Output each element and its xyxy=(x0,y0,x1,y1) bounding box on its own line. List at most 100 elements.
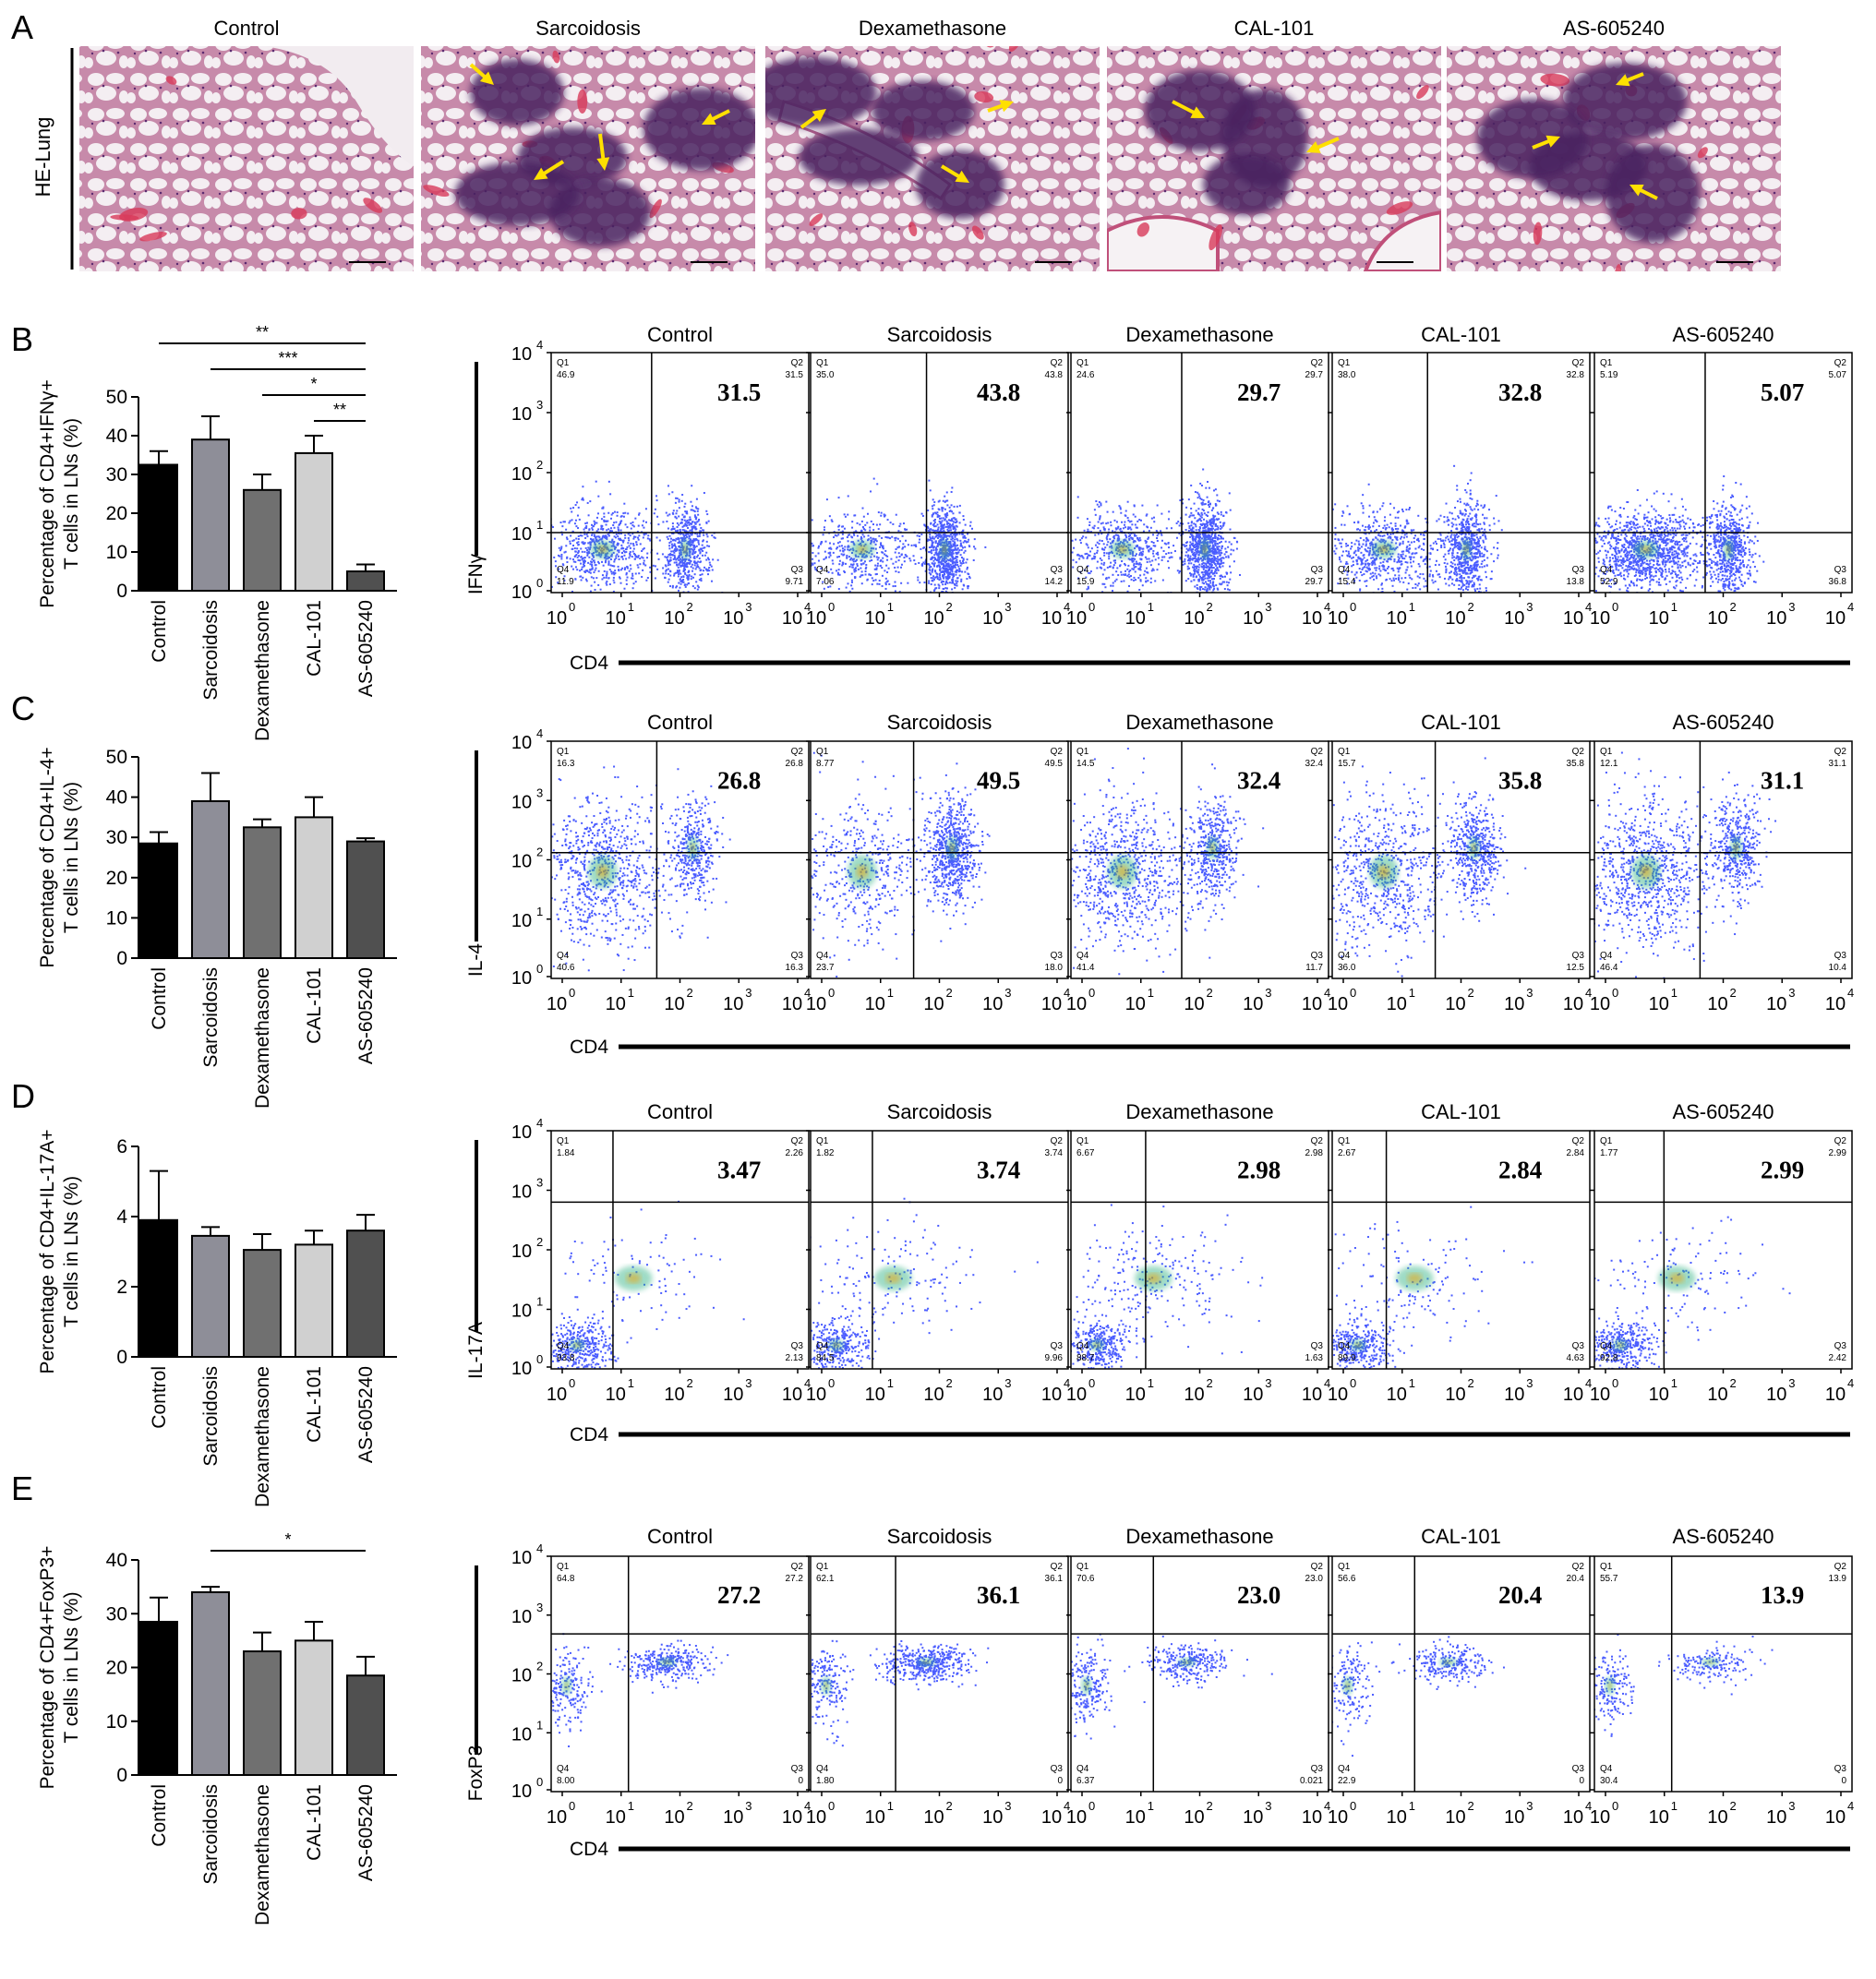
flow-event xyxy=(610,541,613,544)
flow-event xyxy=(1189,541,1192,544)
flow-event xyxy=(1150,517,1153,520)
flow-event xyxy=(630,527,632,530)
flow-event xyxy=(950,546,953,548)
flow-event xyxy=(1210,540,1213,543)
flow-event xyxy=(694,550,697,553)
flow-event xyxy=(813,562,816,565)
flow-event xyxy=(933,554,936,557)
flow-event xyxy=(1185,580,1187,582)
flow-event xyxy=(1197,546,1199,548)
flow-event xyxy=(1122,527,1124,530)
flow-event xyxy=(1213,574,1216,577)
flow-event xyxy=(655,499,658,502)
flow-event xyxy=(1187,562,1190,565)
flow-event xyxy=(679,552,681,555)
flow-event xyxy=(614,570,617,572)
flow-event xyxy=(1316,545,1317,546)
flow-event xyxy=(683,535,686,538)
flow-event xyxy=(680,499,683,502)
flow-event xyxy=(943,527,945,530)
flow-event xyxy=(1093,558,1096,560)
flow-event xyxy=(1389,533,1392,535)
flow-event xyxy=(1490,570,1493,573)
flow-event xyxy=(679,553,681,556)
flow-event xyxy=(950,554,953,557)
flow-event xyxy=(1198,513,1201,516)
flow-event xyxy=(926,525,929,528)
flow-event xyxy=(1213,571,1216,574)
flow-event xyxy=(1200,585,1203,588)
flow-event xyxy=(581,534,583,537)
flow-event xyxy=(700,547,703,550)
flow-event xyxy=(701,573,704,576)
flow-event xyxy=(708,567,711,570)
flow-event xyxy=(1127,527,1130,530)
flow-event xyxy=(961,588,964,591)
flow-event xyxy=(1212,507,1215,510)
flow-event xyxy=(1192,538,1195,541)
flow-event xyxy=(952,581,955,583)
flow-event xyxy=(1098,505,1100,508)
flow-event xyxy=(941,563,944,566)
q2-percentage: 29.7 xyxy=(1237,378,1281,406)
flow-event xyxy=(1125,536,1128,539)
flow-event xyxy=(947,526,950,529)
flow-event xyxy=(861,526,864,529)
flow-event xyxy=(1233,536,1236,539)
q4-value: 11.9 xyxy=(557,577,574,587)
flow-event xyxy=(921,514,924,517)
flow-event xyxy=(1341,514,1343,517)
flow-event xyxy=(1337,603,1339,605)
flow-event xyxy=(1103,548,1106,551)
flow-event xyxy=(1210,570,1213,573)
flow-event xyxy=(683,567,686,570)
flow-event xyxy=(1423,548,1425,551)
flow-event xyxy=(1466,580,1469,582)
flow-event xyxy=(1154,580,1157,582)
flow-event xyxy=(1409,558,1412,561)
flow-event xyxy=(1052,557,1053,558)
flow-event xyxy=(575,554,578,557)
flow-event xyxy=(1358,543,1361,546)
flow-event xyxy=(1375,557,1377,559)
flow-event xyxy=(1132,559,1135,562)
flow-event xyxy=(1148,558,1150,560)
flow-event xyxy=(699,561,702,564)
flow-event xyxy=(950,568,953,570)
flow-event xyxy=(631,524,634,527)
flow-event xyxy=(1345,550,1348,553)
flow-event xyxy=(1374,567,1377,570)
flow-event xyxy=(827,552,830,555)
flow-event xyxy=(1216,562,1219,565)
flow-event xyxy=(624,523,627,526)
flow-event xyxy=(696,564,699,567)
flow-event xyxy=(582,498,584,501)
flow-event xyxy=(1092,527,1095,530)
flow-event xyxy=(1191,534,1194,536)
flow-event xyxy=(1201,576,1204,579)
flow-event xyxy=(1209,582,1212,584)
flow-event xyxy=(616,553,619,556)
flow-event xyxy=(1197,543,1199,546)
flow-event xyxy=(1396,561,1399,564)
flow-event xyxy=(827,586,830,589)
flow-event xyxy=(1145,567,1148,570)
flow-event xyxy=(1423,577,1425,580)
flow-event xyxy=(1360,570,1363,573)
flow-event xyxy=(1417,537,1420,540)
flow-event xyxy=(1134,534,1136,536)
flow-event xyxy=(1209,563,1212,566)
flow-event xyxy=(1363,557,1365,559)
flow-event xyxy=(1365,566,1368,569)
flow-event xyxy=(583,533,586,535)
flow-event xyxy=(1096,594,1098,595)
flow-event xyxy=(1123,523,1125,526)
flow-event xyxy=(1395,537,1398,540)
flow-event xyxy=(696,510,699,512)
flow-event xyxy=(859,575,861,578)
flow-event xyxy=(1100,533,1103,535)
flow-event xyxy=(678,554,680,557)
flow-event xyxy=(626,566,629,569)
flow-event xyxy=(678,563,680,566)
flow-event xyxy=(1418,594,1420,595)
